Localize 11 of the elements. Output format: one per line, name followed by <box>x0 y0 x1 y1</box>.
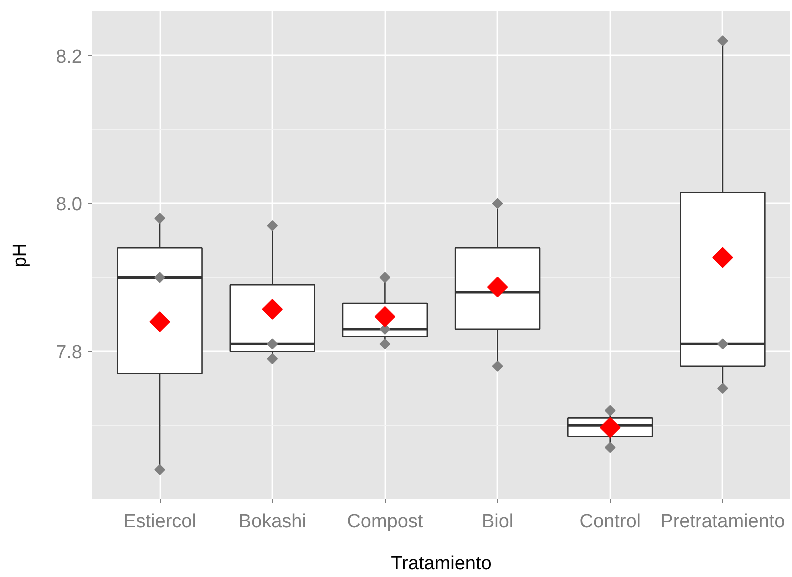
x-axis-title: Tratamiento <box>391 554 492 574</box>
x-tick-label: Control <box>580 512 641 532</box>
x-tick-label: Estiercol <box>124 512 196 532</box>
x-tick-label: Compost <box>347 512 424 532</box>
y-tick-label: 8.2 <box>56 46 83 68</box>
x-tick-label: Pretratamiento <box>660 512 786 532</box>
y-tick-label: 7.8 <box>56 342 83 364</box>
x-tick-label: Biol <box>482 512 514 532</box>
y-axis-title: pH <box>10 243 32 268</box>
x-tick-label: Bokashi <box>238 512 306 532</box>
y-tick-label: 8.0 <box>56 194 83 216</box>
